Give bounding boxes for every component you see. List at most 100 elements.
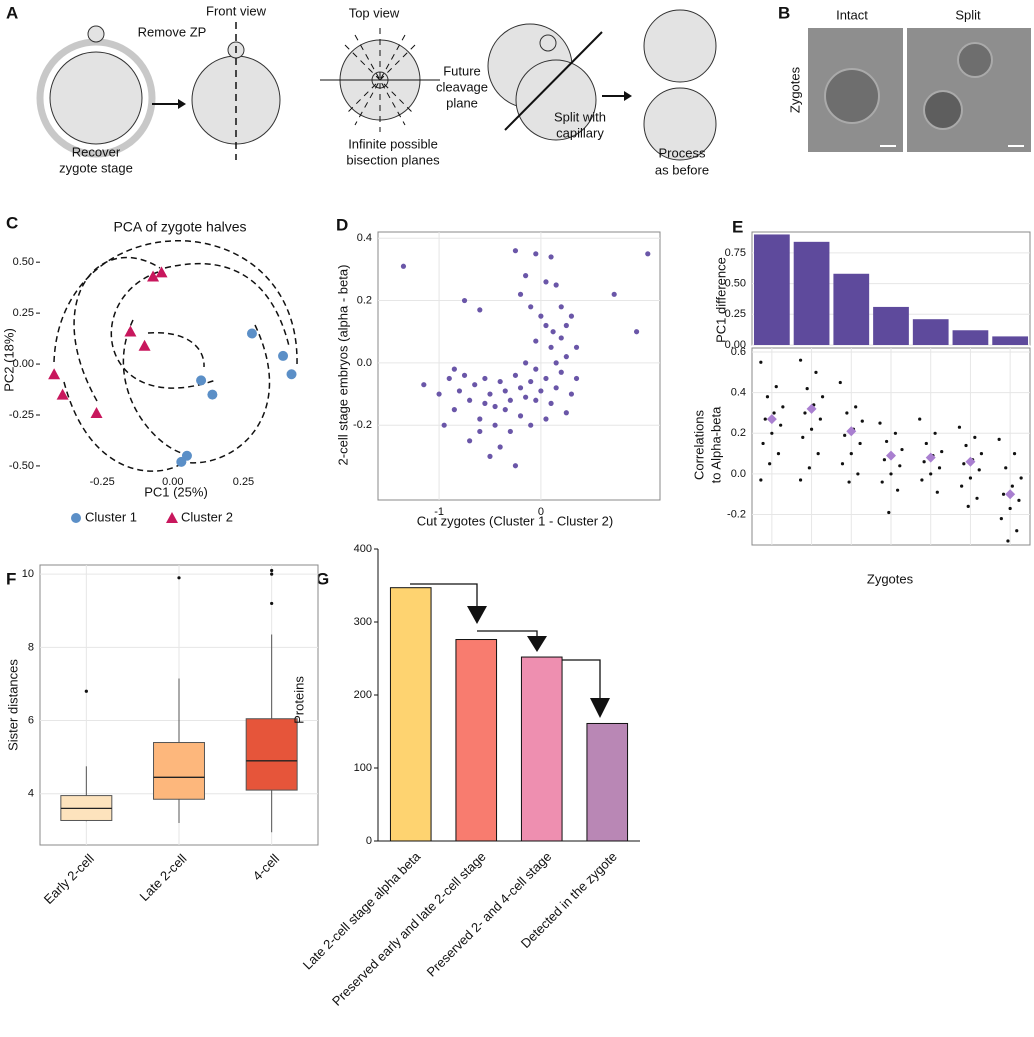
y-tick-label: -0.25	[9, 409, 34, 421]
point	[155, 266, 168, 278]
point	[528, 304, 534, 310]
y-tick-label: 0.0	[357, 357, 372, 369]
arc	[122, 319, 193, 456]
point	[798, 358, 803, 362]
point	[507, 428, 513, 435]
y-axis-label: 2-cell stage embryos (alpha - beta)	[335, 265, 350, 466]
point	[461, 297, 468, 304]
point	[138, 339, 151, 351]
point	[436, 391, 442, 397]
box	[245, 718, 298, 791]
legend-marker	[71, 513, 81, 523]
point	[896, 488, 900, 492]
point	[781, 405, 785, 409]
point	[805, 387, 809, 391]
point	[477, 307, 483, 313]
point	[523, 273, 529, 279]
point	[997, 437, 1001, 441]
point	[816, 452, 820, 456]
point	[779, 423, 783, 427]
mean-marker	[766, 414, 777, 425]
point	[878, 421, 882, 425]
point	[533, 251, 539, 257]
point	[999, 516, 1003, 521]
point	[1015, 529, 1019, 533]
point	[538, 313, 544, 319]
point	[523, 360, 529, 366]
point	[543, 322, 549, 329]
legend-label: Cluster 1	[85, 509, 137, 524]
y-tick-label: 200	[354, 689, 372, 701]
arc	[183, 324, 271, 464]
bar	[833, 273, 870, 345]
point	[523, 394, 529, 400]
arrow	[477, 630, 538, 638]
point	[548, 400, 554, 406]
point	[56, 388, 69, 400]
point	[1006, 539, 1010, 543]
point	[843, 433, 847, 437]
point	[803, 411, 807, 415]
point	[809, 427, 814, 431]
point	[477, 416, 483, 422]
point	[768, 462, 772, 466]
panel-label: A	[6, 3, 18, 22]
point	[1017, 498, 1021, 502]
y-tick-label: -0.2	[727, 508, 746, 520]
point	[885, 439, 889, 444]
point	[776, 452, 781, 456]
point	[543, 416, 549, 422]
x-tick-label: 0.25	[233, 476, 254, 488]
chart-title: PCA of zygote halves	[113, 219, 246, 235]
y-tick-label: 0.4	[731, 387, 746, 399]
capillary	[504, 31, 603, 131]
point	[889, 472, 893, 476]
point	[611, 291, 617, 297]
point	[517, 291, 524, 297]
point	[543, 375, 549, 382]
arrow-heads	[467, 606, 610, 718]
mean-marker	[846, 426, 857, 437]
schematic: Front view Remove ZP Recover zygote stag…	[36, 3, 717, 177]
point	[977, 468, 981, 472]
point	[286, 369, 297, 380]
y-tick-label: 0.00	[13, 358, 34, 370]
point	[633, 329, 640, 335]
point	[548, 254, 554, 260]
point	[1019, 476, 1023, 480]
y-tick-label: 0.50	[13, 256, 34, 268]
micrographs: Intact Split Zygotes	[787, 7, 1031, 152]
point	[772, 411, 776, 415]
y-tick-label: 0.4	[357, 232, 372, 244]
arrow-head	[590, 698, 610, 718]
point	[1010, 484, 1014, 488]
label: as before	[655, 162, 709, 177]
point	[512, 372, 519, 378]
polar-body	[87, 25, 105, 43]
half	[643, 9, 717, 83]
point	[847, 480, 851, 484]
point	[421, 382, 427, 388]
point	[497, 444, 503, 450]
point	[482, 400, 488, 406]
x-tick-label: -1	[434, 506, 444, 518]
point	[90, 406, 103, 418]
mean-marker	[1005, 489, 1016, 500]
point	[533, 338, 539, 344]
point	[887, 510, 891, 515]
point	[573, 375, 580, 382]
point	[477, 428, 483, 435]
polar-body	[539, 34, 557, 52]
outlier	[270, 572, 274, 576]
point	[550, 329, 556, 335]
cell	[923, 90, 963, 130]
y-tick-label: 10	[22, 568, 34, 580]
panel-label: D	[336, 215, 348, 234]
cell	[824, 68, 880, 124]
point	[957, 425, 962, 429]
bar	[952, 330, 989, 345]
point	[472, 382, 478, 388]
point	[528, 378, 534, 385]
label: Top view	[349, 5, 400, 20]
bar	[873, 306, 909, 345]
